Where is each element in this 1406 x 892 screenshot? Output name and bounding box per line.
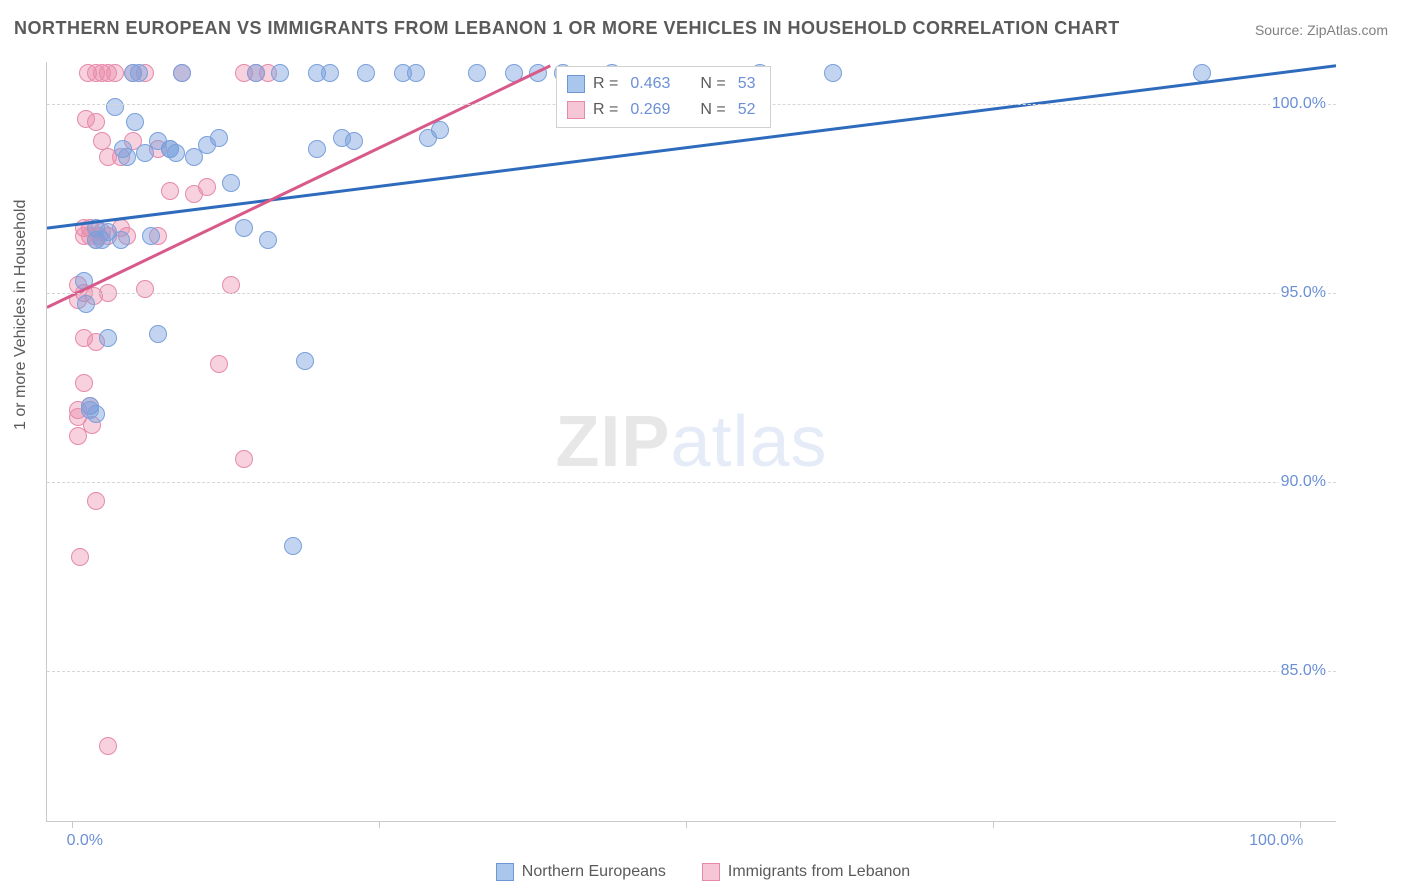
y-tick-label: 85.0% <box>1279 662 1328 680</box>
scatter-point <box>126 113 144 131</box>
scatter-point <box>87 405 105 423</box>
scatter-point <box>149 325 167 343</box>
scatter-point <box>824 64 842 82</box>
scatter-point <box>222 174 240 192</box>
scatter-point <box>75 374 93 392</box>
scatter-point <box>259 231 277 249</box>
legend-n-label: N = <box>700 101 725 119</box>
scatter-point <box>284 537 302 555</box>
scatter-point <box>296 352 314 370</box>
series-name: Immigrants from Lebanon <box>728 863 910 881</box>
scatter-point <box>112 231 130 249</box>
scatter-point <box>106 64 124 82</box>
gridline <box>47 671 1336 672</box>
x-tick <box>72 821 73 828</box>
scatter-point <box>235 450 253 468</box>
scatter-point <box>222 276 240 294</box>
legend-n-value: 53 <box>738 75 756 93</box>
scatter-point <box>357 64 375 82</box>
scatter-point <box>235 219 253 237</box>
series-legend: Northern Europeans Immigrants from Lebano… <box>0 863 1406 886</box>
scatter-point <box>87 492 105 510</box>
series-legend-item: Immigrants from Lebanon <box>702 863 910 881</box>
legend-row: R = 0.463 N = 53 <box>567 71 760 97</box>
correlation-legend-box: R = 0.463 N = 53 R = 0.269 N = 52 <box>556 66 771 128</box>
x-tick <box>993 821 994 828</box>
scatter-point <box>118 148 136 166</box>
y-axis-label: 1 or more Vehicles in Household <box>12 200 30 430</box>
scatter-point <box>161 182 179 200</box>
scatter-point <box>173 64 191 82</box>
plot-area: ZIPatlas 85.0%90.0%95.0%100.0% <box>46 62 1336 822</box>
scatter-point <box>136 280 154 298</box>
scatter-point <box>77 295 95 313</box>
scatter-point <box>1193 64 1211 82</box>
scatter-point <box>505 64 523 82</box>
legend-n-label: N = <box>700 75 725 93</box>
x-tick <box>379 821 380 828</box>
scatter-point <box>130 64 148 82</box>
scatter-point <box>345 132 363 150</box>
scatter-point <box>247 64 265 82</box>
scatter-point <box>210 129 228 147</box>
legend-r-label: R = <box>593 75 618 93</box>
series-name: Northern Europeans <box>522 863 666 881</box>
scatter-point <box>99 737 117 755</box>
series-legend-item: Northern Europeans <box>496 863 666 881</box>
scatter-point <box>468 64 486 82</box>
source-attribution: Source: ZipAtlas.com <box>1255 22 1388 38</box>
scatter-point <box>75 272 93 290</box>
scatter-point <box>431 121 449 139</box>
scatter-point <box>71 548 89 566</box>
x-tick-label: 0.0% <box>67 832 103 850</box>
scatter-point <box>87 113 105 131</box>
y-tick-label: 90.0% <box>1279 473 1328 491</box>
legend-r-value: 0.463 <box>630 75 670 93</box>
scatter-point <box>167 144 185 162</box>
gridline <box>47 482 1336 483</box>
legend-r-label: R = <box>593 101 618 119</box>
y-tick-label: 95.0% <box>1279 284 1328 302</box>
gridline <box>47 293 1336 294</box>
scatter-point <box>210 355 228 373</box>
legend-swatch <box>567 75 585 93</box>
scatter-point <box>106 98 124 116</box>
legend-swatch <box>702 863 720 881</box>
x-tick-label: 100.0% <box>1249 832 1303 850</box>
x-tick <box>686 821 687 828</box>
scatter-point <box>99 329 117 347</box>
scatter-point <box>198 178 216 196</box>
legend-swatch <box>496 863 514 881</box>
legend-swatch <box>567 101 585 119</box>
scatter-point <box>271 64 289 82</box>
scatter-points-layer <box>47 62 1336 821</box>
scatter-point <box>321 64 339 82</box>
scatter-point <box>529 64 547 82</box>
scatter-point <box>142 227 160 245</box>
y-tick-label: 100.0% <box>1270 95 1328 113</box>
legend-r-value: 0.269 <box>630 101 670 119</box>
legend-row: R = 0.269 N = 52 <box>567 97 760 123</box>
scatter-point <box>407 64 425 82</box>
legend-n-value: 52 <box>738 101 756 119</box>
x-tick <box>1300 821 1301 828</box>
chart-title: NORTHERN EUROPEAN VS IMMIGRANTS FROM LEB… <box>14 18 1120 39</box>
scatter-point <box>308 140 326 158</box>
